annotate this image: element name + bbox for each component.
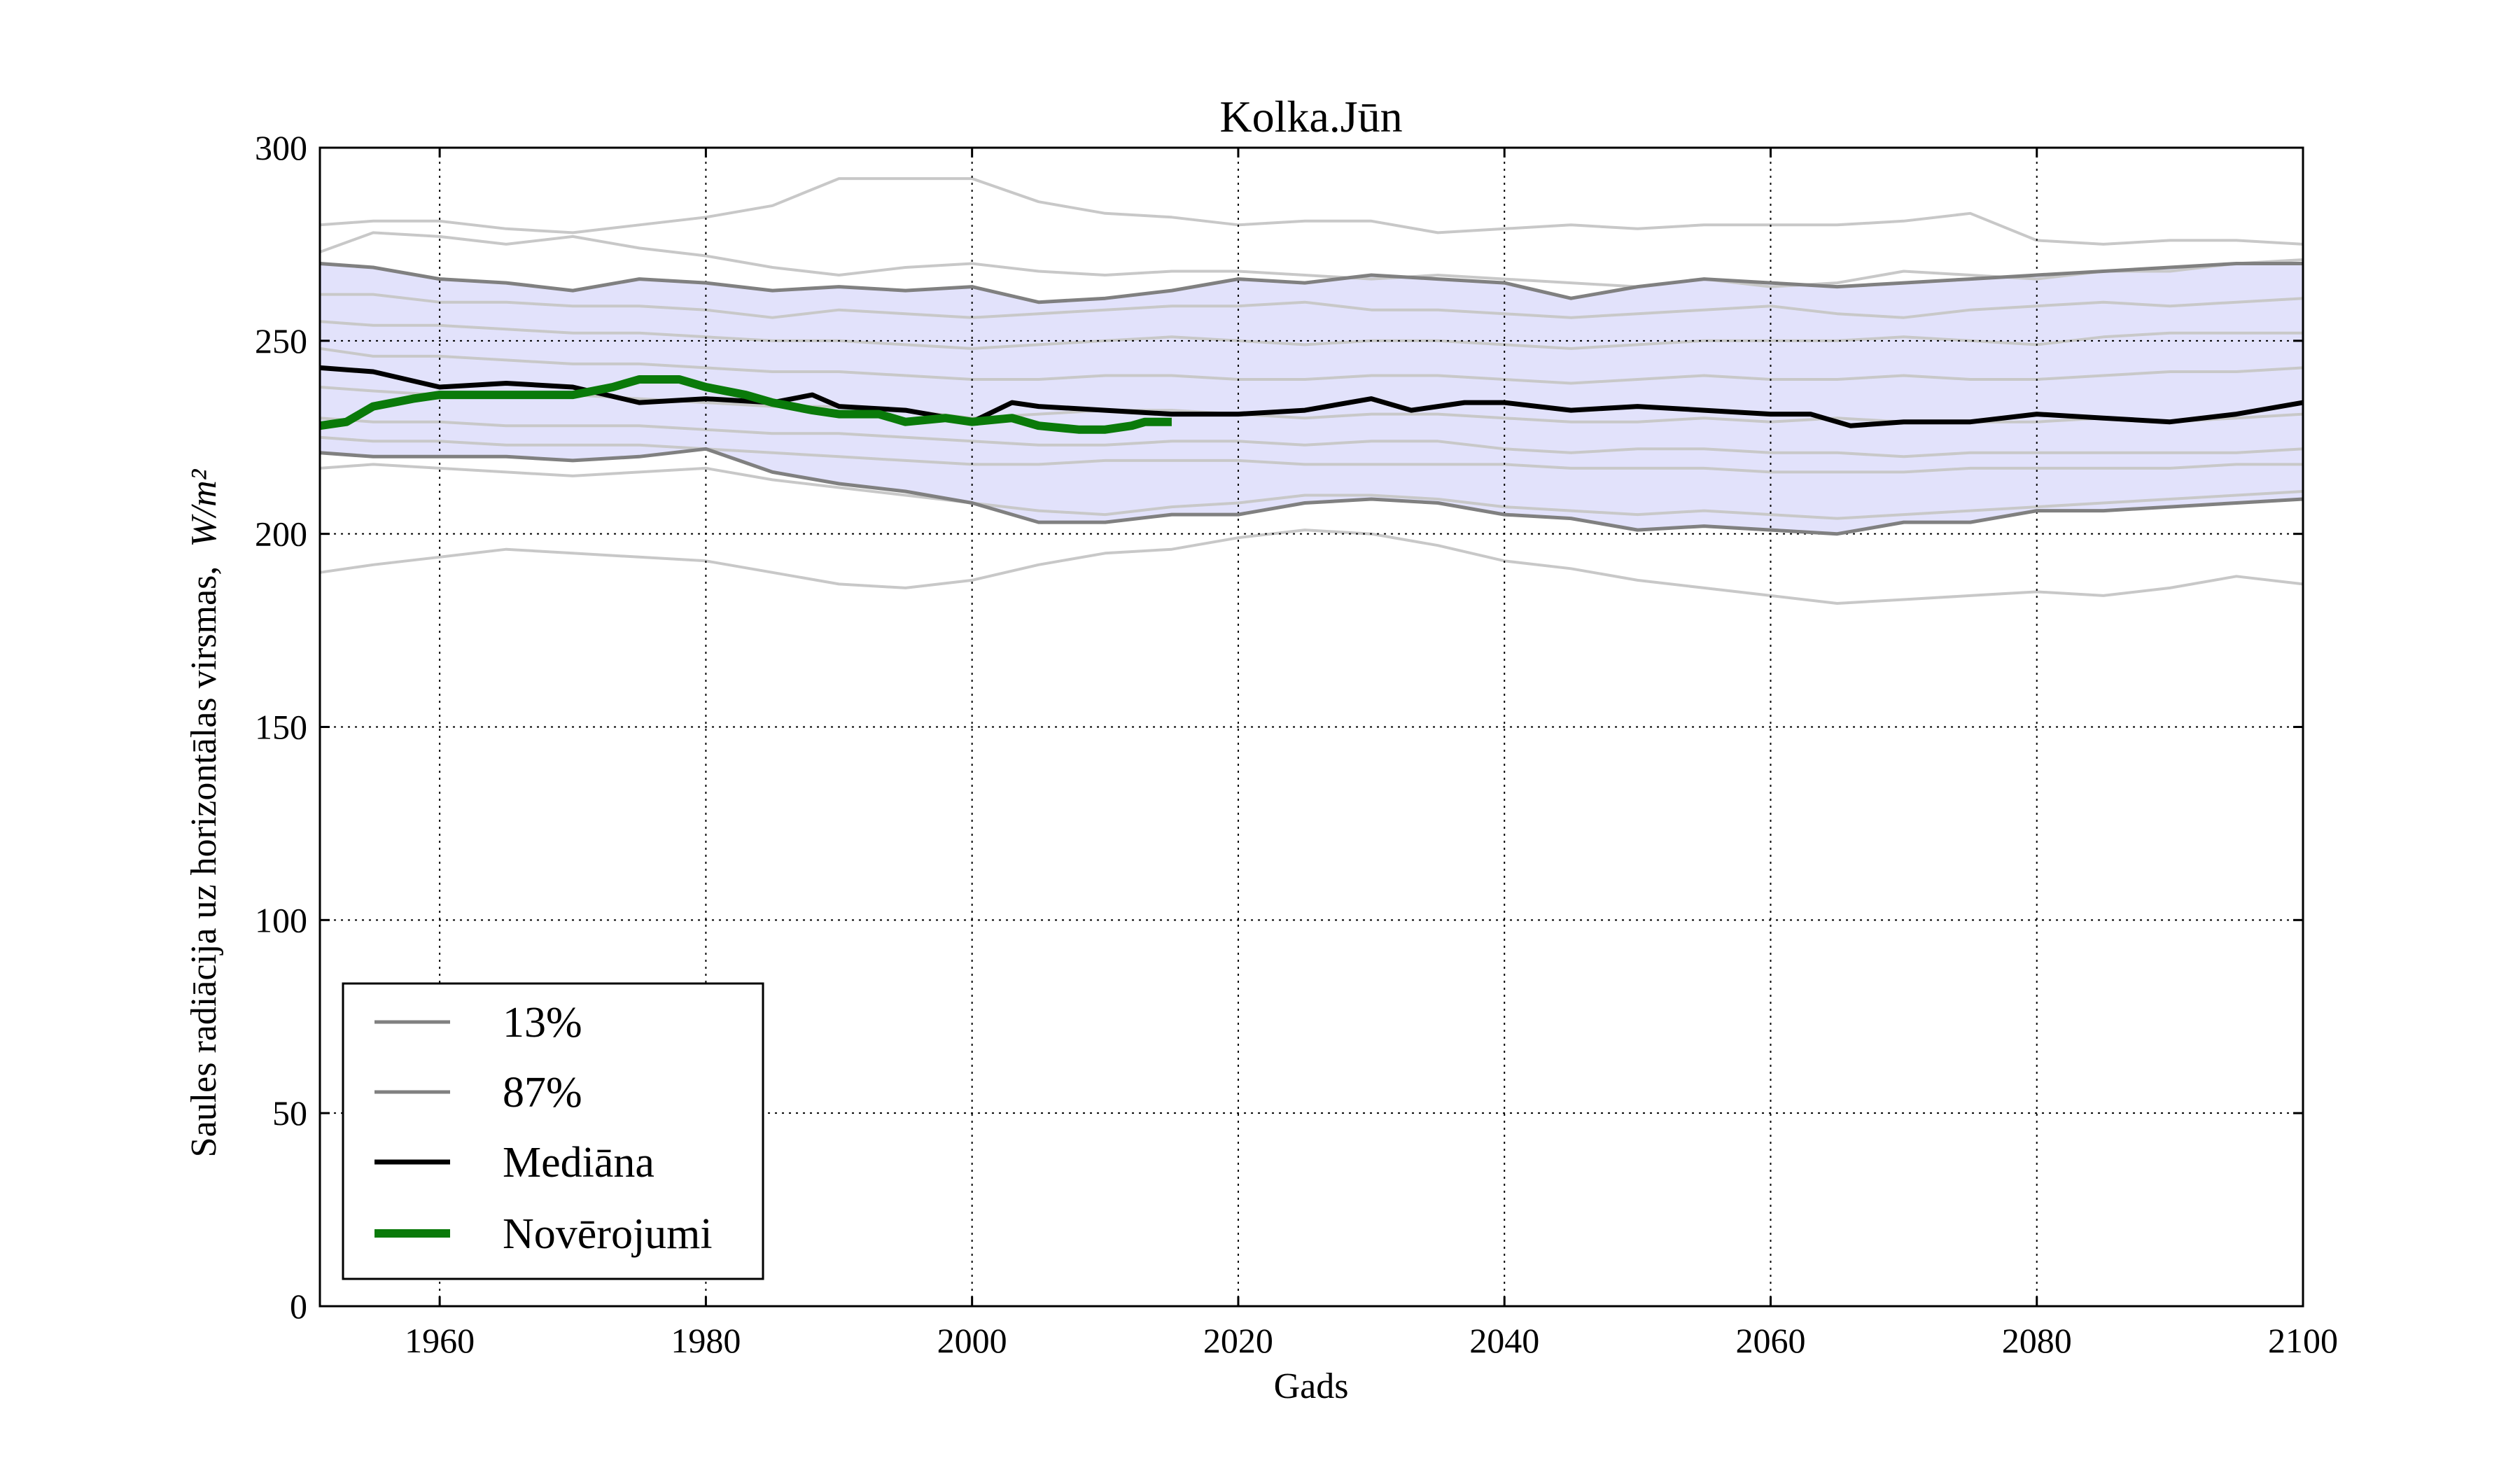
x-axis-label: Gads bbox=[1274, 1366, 1349, 1406]
legend-entry-87-label: 87% bbox=[503, 1069, 582, 1116]
series-87-line bbox=[319, 262, 2303, 304]
series-median-line bbox=[319, 365, 2304, 428]
y-tick-label: 100 bbox=[255, 900, 307, 939]
series-13-line bbox=[319, 447, 2304, 536]
y-tick-label: 250 bbox=[255, 321, 307, 360]
x-tick-label: 1960 bbox=[405, 1321, 475, 1360]
legend-entry-median-label: Mediāna bbox=[503, 1139, 654, 1186]
legend-entry-observations-label: Novērojumi bbox=[503, 1210, 713, 1258]
x-tick-label: 2020 bbox=[1203, 1321, 1273, 1360]
plot-area: 1960 1980 2000 2020 2040 2060 2080 2100 0 50 100 15… bbox=[255, 128, 2338, 1360]
ensemble-member-line bbox=[319, 231, 2304, 288]
ensemble-member-line bbox=[319, 320, 2303, 350]
x-tick-label: 2080 bbox=[2002, 1321, 2072, 1360]
ensemble-member-line bbox=[319, 435, 2303, 474]
legend-entry-13-label: 13% bbox=[503, 999, 582, 1046]
ensemble-member-line bbox=[320, 293, 2304, 319]
ensemble-member-line bbox=[319, 346, 2304, 385]
y-tick-label: 200 bbox=[255, 514, 307, 554]
y-axis-label-units: W/m² bbox=[184, 468, 224, 547]
percentile-band bbox=[320, 263, 2303, 534]
x-tick-label: 2040 bbox=[1469, 1321, 1539, 1360]
y-axis-label: Saules radiācija uz horizontālas virsmas… bbox=[184, 468, 224, 1157]
ensemble-member-line bbox=[319, 528, 2304, 605]
x-tick-label: 2060 bbox=[1735, 1321, 1805, 1360]
y-tick-label: 300 bbox=[255, 128, 307, 167]
y-tick-label: 150 bbox=[255, 708, 307, 747]
x-tick-label: 2100 bbox=[2268, 1321, 2338, 1360]
legend: 13% 87% Mediāna Novērojumi bbox=[342, 982, 764, 1280]
ensemble-member-line bbox=[319, 177, 2304, 246]
y-tick-label: 50 bbox=[272, 1093, 307, 1133]
ensemble-member-line bbox=[319, 416, 2304, 458]
x-tick-label: 2000 bbox=[937, 1321, 1007, 1360]
series-observations-line bbox=[319, 375, 1172, 434]
x-tick-label: 1980 bbox=[671, 1321, 741, 1360]
ensemble-member-line bbox=[319, 463, 2304, 520]
y-axis-label-text: Saules radiācija uz horizontālas virsmas… bbox=[184, 566, 224, 1158]
y-tick-label: 0 bbox=[290, 1287, 307, 1326]
chart-title: Kolka.Jūn bbox=[1219, 92, 1402, 141]
